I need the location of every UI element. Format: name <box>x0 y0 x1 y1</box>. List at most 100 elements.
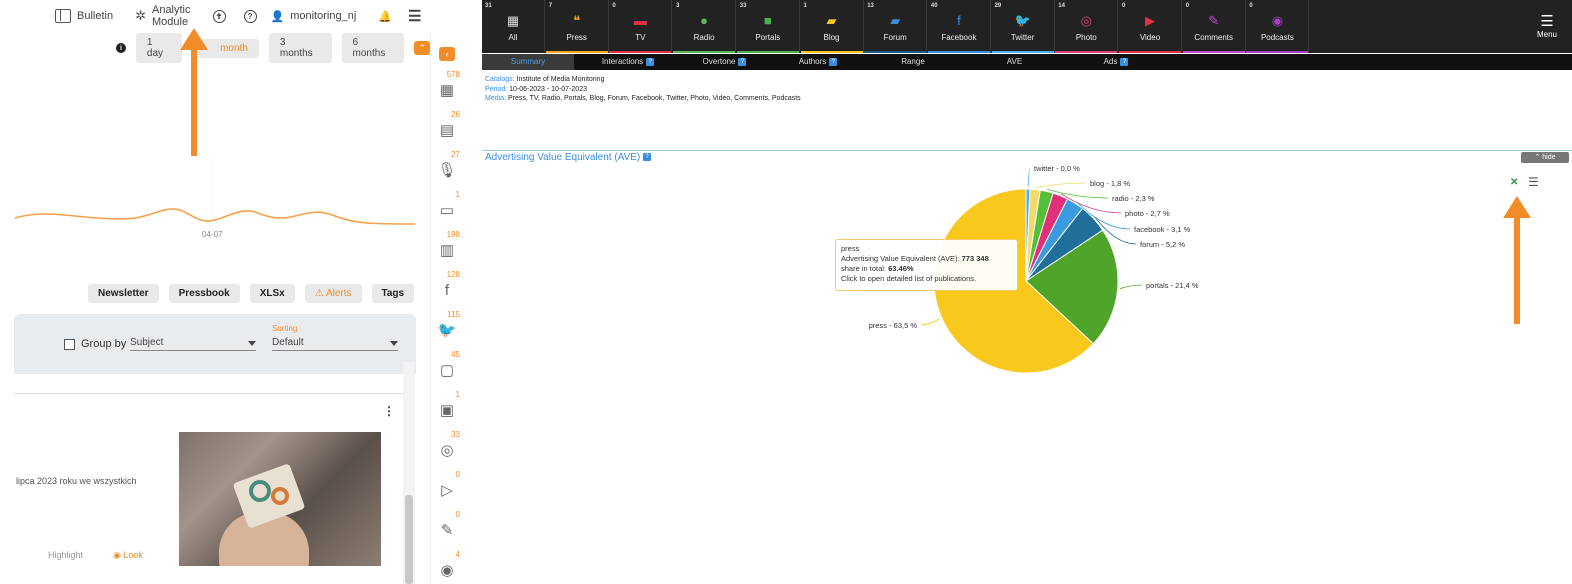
tab-overtone[interactable]: Overtone? <box>677 54 772 70</box>
help-icon[interactable]: ? <box>646 57 655 66</box>
help-icon[interactable]: ? <box>643 153 652 162</box>
media-filter-tv[interactable]: 1 ▭ <box>432 190 462 220</box>
range-month[interactable]: month <box>192 38 259 58</box>
media-tab-video[interactable]: 0 ▶ Video <box>1119 0 1182 53</box>
collapse-chart-button[interactable]: ⌃ <box>414 41 430 55</box>
photo-icon: ◎ <box>1080 13 1092 28</box>
media-filter-twitter[interactable]: 115 🐦 <box>432 310 462 340</box>
top-navigation: Bulletin ✲ Analytic Module ✝ ? 👤 monitor… <box>55 4 430 28</box>
media-filter-instagram[interactable]: 33 ◎ <box>432 430 462 460</box>
media-tab-podcasts[interactable]: 0 ◉ Podcasts <box>1246 0 1310 53</box>
bulletin-link[interactable]: Bulletin <box>55 9 113 23</box>
media-filter-count: 198 <box>446 230 460 239</box>
media-filter-comment[interactable]: 45 ▢ <box>432 350 462 380</box>
menu-label: Menu <box>1536 30 1557 39</box>
media-tab-count: 33 <box>739 3 747 9</box>
hide-section-button[interactable]: ⌃ hide <box>1521 152 1569 163</box>
newsletter-button[interactable]: Newsletter <box>88 284 159 303</box>
chart-menu-icon[interactable]: ☰ <box>1528 175 1539 189</box>
accessibility-button[interactable]: ✝ <box>212 9 226 23</box>
media-tab-count: 7 <box>548 3 553 9</box>
list-scrollbar-thumb[interactable] <box>405 495 413 584</box>
video-icon: ▶ <box>1145 13 1155 28</box>
media-tab-underline <box>609 51 672 53</box>
collapse-panel-button[interactable]: ‹ <box>439 47 455 61</box>
tab-ave[interactable]: AVE <box>962 54 1067 70</box>
microphone-icon: 🎙 <box>437 162 457 179</box>
media-tab-facebook[interactable]: 40 f Facebook <box>927 0 991 53</box>
analytic-module-link[interactable]: ✲ Analytic Module <box>135 4 190 28</box>
media-filter-facebook[interactable]: 128 f <box>432 270 462 300</box>
media-tab-photo[interactable]: 14 ◎ Photo <box>1055 0 1119 53</box>
media-tab-label: Press <box>566 33 587 42</box>
pressbook-button[interactable]: Pressbook <box>168 284 240 303</box>
media-value: Press, TV, Radio, Portals, Blog, Forum, … <box>507 95 801 102</box>
media-tab-forum[interactable]: 13 ▰ Forum <box>864 0 928 53</box>
notifications-button[interactable]: 🔔 <box>378 10 392 23</box>
media-filter-grid[interactable]: 578 ▦ <box>432 70 462 100</box>
tab-interactions[interactable]: Interactions? <box>578 54 678 70</box>
highlight-button[interactable]: Highlight <box>48 550 84 560</box>
main-menu-button[interactable]: ☰ <box>408 7 421 25</box>
help-icon[interactable]: ? <box>829 57 838 66</box>
tags-button[interactable]: Tags <box>371 284 415 303</box>
tab-ads[interactable]: Ads? <box>1067 54 1165 70</box>
media-tab-blog[interactable]: 1 ▰ Blog <box>800 0 864 53</box>
group-by-checkbox[interactable] <box>64 338 75 350</box>
media-tab-press[interactable]: 7 ❝ Press <box>545 0 609 53</box>
look-button[interactable]: ◉ Look <box>113 550 143 561</box>
help-button[interactable]: ? <box>243 9 257 23</box>
range-3-months[interactable]: 3 months <box>268 33 332 63</box>
pie-label-photo: photo - 2,7 % <box>1125 209 1170 218</box>
green-circle-shape <box>249 480 271 502</box>
filter-bar <box>14 314 416 374</box>
media-tab-all[interactable]: 31 ▦ All <box>482 0 545 53</box>
radio-icon: ● <box>700 13 709 28</box>
help-icon[interactable]: ? <box>1120 57 1129 66</box>
help-icon[interactable]: ? <box>738 57 747 66</box>
tab-summary[interactable]: Summary <box>482 54 574 70</box>
card-options-icon[interactable]: ⋮ <box>383 404 395 418</box>
sorting-select[interactable]: Default <box>272 337 398 351</box>
media-filter-play[interactable]: 0 ▷ <box>432 470 462 500</box>
media-tab-label: Photo <box>1075 33 1097 42</box>
media-filter-count: 1 <box>455 190 460 199</box>
tab-range[interactable]: Range <box>864 54 962 70</box>
media-filter-blog[interactable]: 1 ▣ <box>432 390 462 420</box>
media-tab-tv[interactable]: 0 ▬ TV <box>609 0 673 53</box>
media-tab-count: 29 <box>994 3 1002 9</box>
media-filter-podcast[interactable]: 4 ◉ <box>432 550 462 580</box>
media-tab-twitter[interactable]: 29 🐦 Twitter <box>991 0 1055 53</box>
pie-label-blog: blog - 1,8 % <box>1090 179 1130 188</box>
range-1-day[interactable]: 1 day <box>135 33 183 63</box>
media-tab-portals[interactable]: 33 ■ Portals <box>736 0 800 53</box>
media-filter-portal[interactable]: 198 ▥ <box>432 230 462 260</box>
media-tab-label: TV <box>635 33 646 42</box>
alerts-button[interactable]: ⚠ Alerts <box>304 284 362 303</box>
group-by-select[interactable]: Subject <box>130 337 256 351</box>
group-by-control[interactable]: Group by <box>64 338 126 350</box>
media-filter-count: 0 <box>455 510 460 519</box>
xlsx-button[interactable]: XLSx <box>249 284 295 303</box>
report-metadata: Catalogs: Institute of Media Monitoring … <box>485 75 801 104</box>
tab-authors[interactable]: Authors? <box>772 54 864 70</box>
app-menu-button[interactable]: ☰ Menu <box>1522 0 1572 53</box>
user-menu[interactable]: 👤 monitoring_nj <box>271 10 357 23</box>
media-key: Media: <box>485 95 507 102</box>
pie-slice-portals[interactable] <box>1025 229 1119 345</box>
hide-label: hide <box>1542 154 1556 161</box>
media-filter-microphone[interactable]: 27 🎙 <box>432 150 462 180</box>
bell-icon: 🔔 <box>378 10 392 23</box>
press-icon: ❝ <box>573 13 581 28</box>
excel-export-icon[interactable]: ✕ <box>1510 177 1519 188</box>
catalog-value: Institute of Media Monitoring <box>516 76 605 83</box>
media-tab-comments[interactable]: 0 ✎ Comments <box>1182 0 1246 53</box>
facebook-icon: f <box>444 282 450 299</box>
comments-icon: ✎ <box>1208 13 1220 28</box>
info-icon[interactable]: i <box>116 43 126 53</box>
media-filter-newspaper[interactable]: 26 ▤ <box>432 110 462 140</box>
media-tab-radio[interactable]: 3 ● Radio <box>673 0 737 53</box>
range-6-months[interactable]: 6 months <box>341 33 405 63</box>
twitter-icon: 🐦 <box>1014 13 1031 28</box>
media-filter-pen[interactable]: 0 ✎ <box>432 510 462 540</box>
